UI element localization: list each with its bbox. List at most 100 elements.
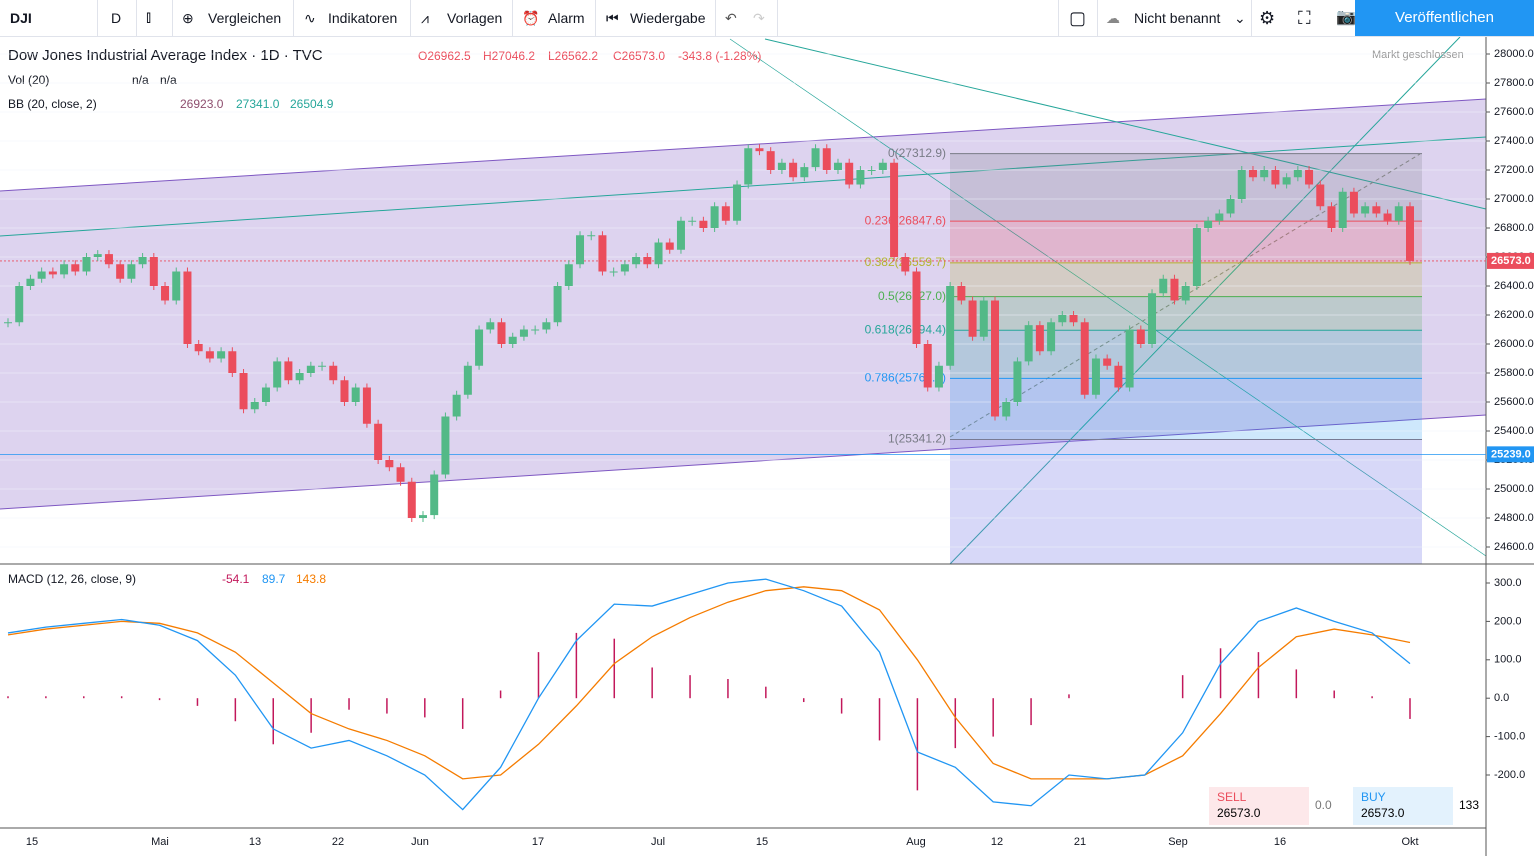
bb-value: 26923.0 [180, 97, 224, 111]
y-tick-label: 28000.0 [1494, 48, 1534, 60]
layout-icon[interactable]: ▢ [1069, 8, 1087, 28]
candle [82, 257, 91, 272]
x-tick-label: Okt [1401, 836, 1418, 848]
candle [1192, 228, 1201, 286]
x-tick-label: 21 [1074, 836, 1086, 848]
toolbar: DJI D ⫾ ⊕ Vergleichen ∿ Indikatoren ⩘ Vo… [0, 0, 1534, 37]
snapshot[interactable]: 📷 [1336, 9, 1356, 26]
candle [1114, 365, 1123, 388]
candle [654, 242, 663, 265]
separator [1058, 0, 1059, 36]
candle [519, 329, 528, 337]
candle [1136, 329, 1145, 344]
candle [418, 515, 427, 518]
candle [497, 322, 506, 344]
interval[interactable]: D [111, 10, 122, 26]
symbol[interactable]: DJI [10, 10, 32, 26]
compare-icon[interactable]: ⊕ [182, 10, 194, 26]
candle [789, 162, 798, 178]
y-tick-label: 27800.0 [1494, 77, 1534, 89]
candle [991, 300, 1000, 417]
sell-button[interactable]: SELL 26573.0 [1209, 787, 1309, 825]
replay-icon[interactable]: ⏮ [606, 10, 619, 26]
candle [744, 148, 753, 185]
candle [968, 300, 977, 337]
candle [1282, 177, 1291, 185]
parallel-channel [0, 99, 1486, 509]
fullscreen[interactable]: ⛶ [1298, 8, 1311, 28]
separator [512, 0, 513, 36]
candle [587, 235, 596, 237]
y-tick-label: 27000.0 [1494, 193, 1534, 205]
publish-button[interactable]: Veröffentlichen [1355, 0, 1534, 36]
alert[interactable]: Alarm [548, 10, 585, 26]
candle [1091, 358, 1100, 395]
candle [183, 271, 192, 344]
templates-icon[interactable]: ⩘ [421, 10, 429, 26]
indicators[interactable]: Indikatoren [328, 10, 398, 26]
channel-top [0, 98, 1487, 192]
y-tick-label: 25000.0 [1494, 483, 1534, 495]
candle [1170, 278, 1179, 301]
chart-style[interactable]: ⫾ [146, 9, 152, 26]
trend-line [729, 38, 1487, 557]
trend-line [764, 38, 1487, 210]
ohlc-high: H27046.2 [483, 49, 535, 63]
fib-label: 0.236(26847.6) [865, 213, 946, 227]
x-tick-label: Jul [651, 836, 665, 848]
candle [1338, 191, 1347, 228]
candle [1181, 286, 1190, 301]
candle [138, 257, 147, 265]
candle [912, 271, 921, 344]
candle [194, 344, 203, 352]
candle [576, 235, 585, 265]
x-tick-label: 15 [756, 836, 768, 848]
fib-label: 0.5(26327.0) [878, 289, 946, 303]
candle [508, 336, 517, 344]
x-tick-label: 17 [532, 836, 544, 848]
candle [306, 365, 315, 373]
candle [1226, 199, 1235, 214]
macd-value: 143.8 [296, 572, 326, 586]
replay[interactable]: Wiedergabe [630, 10, 706, 26]
templates[interactable]: Vorlagen [447, 10, 503, 26]
candle [261, 387, 270, 402]
candle [766, 151, 775, 170]
candle [250, 402, 259, 410]
y-tick-label: -200.0 [1494, 769, 1525, 781]
price-tag [1487, 252, 1534, 269]
indicators-icon[interactable]: ∿ [304, 10, 316, 26]
alert-icon[interactable]: ⏰ [522, 10, 540, 26]
y-tick-label: 200.0 [1494, 615, 1522, 627]
compare[interactable]: Vergleichen [208, 10, 282, 26]
signal-line [7, 586, 1411, 780]
buy-button[interactable]: BUY 26573.0 [1353, 787, 1453, 825]
dropdown[interactable]: ⌄ [1234, 10, 1246, 26]
candle [4, 322, 12, 324]
undo[interactable]: ↶ [725, 10, 737, 26]
candle [811, 148, 820, 168]
trend-line [949, 37, 1461, 565]
bb-value: 27341.0 [236, 97, 280, 111]
candle [1327, 206, 1336, 228]
candle [486, 322, 495, 330]
candle [542, 322, 551, 330]
redo[interactable]: ↷ [753, 10, 765, 26]
cloud-icon[interactable]: ☁ [1106, 10, 1120, 26]
separator [777, 0, 778, 36]
y-tick-label: 100.0 [1494, 654, 1522, 666]
candle [374, 423, 383, 460]
candle [60, 264, 69, 275]
candle [239, 373, 248, 410]
candle [598, 235, 607, 272]
candle [205, 351, 214, 359]
y-tick-label: 25400.0 [1494, 425, 1534, 437]
candle [1215, 213, 1224, 221]
buy-label: BUY [1361, 790, 1386, 804]
y-tick-label: 26000.0 [1494, 338, 1534, 350]
layout-name[interactable]: Nicht benannt [1134, 10, 1221, 26]
candle [710, 206, 719, 228]
candle [351, 387, 360, 402]
candle [284, 361, 293, 381]
settings[interactable]: ⚙ [1259, 8, 1276, 28]
